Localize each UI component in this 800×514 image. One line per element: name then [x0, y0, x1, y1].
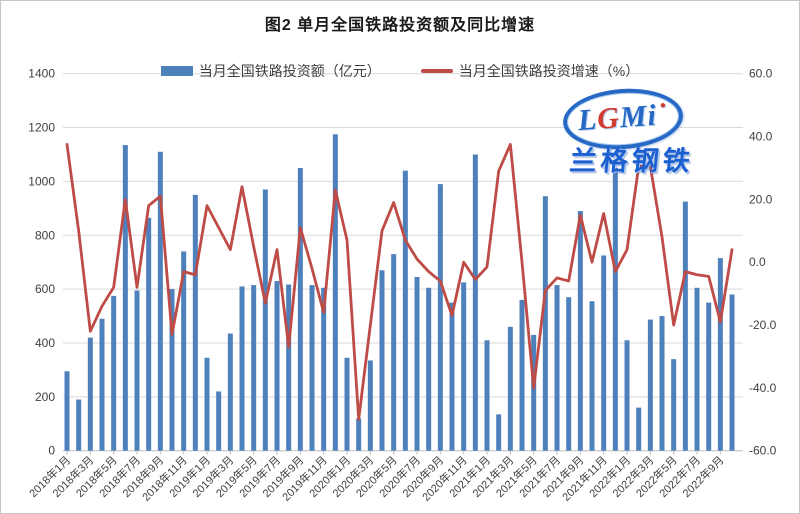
right-axis-tick-label: 20.0 [749, 192, 773, 206]
investment-bar [157, 151, 163, 451]
investment-bar [729, 294, 735, 451]
left-axis-tick-label: 1200 [28, 121, 55, 135]
right-axis-tick-label: 40.0 [749, 130, 773, 144]
right-axis-tick-label: -20.0 [749, 318, 777, 332]
legend-item-growth: 当月全国铁路投资增速（%） [420, 61, 640, 81]
left-axis-tick-label: 0 [48, 444, 55, 458]
investment-bar [122, 145, 128, 451]
investment-bar [612, 167, 618, 451]
investment-bar [321, 287, 327, 451]
legend-item-investment: 当月全国铁路投资额（亿元） [160, 61, 381, 81]
investment-bar [391, 254, 397, 451]
investment-bar [519, 299, 525, 451]
investment-bar [227, 333, 233, 451]
investment-bar [671, 359, 677, 451]
investment-bar [717, 258, 723, 451]
investment-bar [472, 154, 478, 451]
investment-bar [87, 337, 93, 451]
investment-bar [461, 282, 467, 451]
left-axis-tick-label: 1000 [28, 174, 55, 188]
investment-bar [99, 318, 105, 451]
investment-bar [286, 284, 292, 451]
investment-bar [204, 357, 210, 451]
investment-bar [426, 287, 432, 451]
right-axis-tick-label: 60.0 [749, 67, 773, 81]
right-axis-tick-label: -60.0 [749, 444, 777, 458]
investment-bar [659, 316, 665, 451]
investment-bar [367, 360, 373, 451]
growth-line [65, 142, 734, 421]
investment-bar [589, 301, 595, 451]
investment-bar [251, 285, 257, 451]
investment-bar [309, 285, 315, 451]
investment-bar [624, 340, 630, 451]
investment-bar [554, 285, 560, 451]
left-axis-tick-label: 600 [35, 282, 55, 296]
right-axis-tick-label: 0.0 [749, 255, 766, 269]
investment-bar [496, 414, 502, 451]
chart-title: 图2 单月全国铁路投资额及同比增速 [264, 17, 536, 34]
investment-bar [414, 277, 420, 451]
investment-bar [647, 319, 653, 451]
investment-bar [682, 201, 688, 451]
investment-bar [706, 302, 712, 451]
legend-bar-label: 当月全国铁路投资额（亿元） [198, 63, 381, 79]
investment-bar [134, 290, 140, 451]
line-series-swatch [420, 69, 453, 73]
investment-bar [356, 418, 362, 451]
investment-bar [694, 287, 700, 451]
investment-bar [507, 326, 513, 451]
investment-bar [437, 184, 443, 451]
investment-bar [181, 251, 187, 451]
left-axis-tick-label: 800 [35, 228, 55, 242]
investment-bar [402, 170, 408, 451]
investment-bar [449, 302, 455, 451]
investment-bar [344, 357, 350, 451]
investment-bar [64, 371, 70, 451]
legend: 当月全国铁路投资额（亿元） 当月全国铁路投资增速（%） [1, 61, 799, 81]
investment-bar [146, 217, 152, 451]
investment-bar [636, 407, 642, 451]
investment-bar [297, 167, 303, 451]
investment-bar [274, 281, 280, 451]
investment-bar [484, 340, 490, 451]
investment-bar [111, 295, 117, 451]
investment-bar [192, 194, 198, 451]
investment-bar [216, 391, 222, 451]
investment-bar [239, 286, 245, 451]
investment-bar [262, 189, 268, 451]
investment-bar [566, 297, 572, 451]
bar-series-swatch [160, 66, 193, 76]
investment-bar [601, 255, 607, 451]
left-axis-tick-label: 1400 [28, 67, 55, 81]
investment-bar [379, 270, 385, 451]
legend-line-label: 当月全国铁路投资增速（%） [458, 63, 640, 79]
left-axis-tick-label: 200 [35, 390, 55, 404]
investment-bar [531, 334, 537, 451]
right-axis-tick-label: -40.0 [749, 381, 777, 395]
investment-bar [542, 196, 548, 451]
left-axis-tick-label: 400 [35, 336, 55, 350]
investment-bar [332, 134, 338, 451]
investment-bar [577, 211, 583, 451]
investment-bar [169, 289, 175, 451]
investment-bar [76, 399, 82, 451]
